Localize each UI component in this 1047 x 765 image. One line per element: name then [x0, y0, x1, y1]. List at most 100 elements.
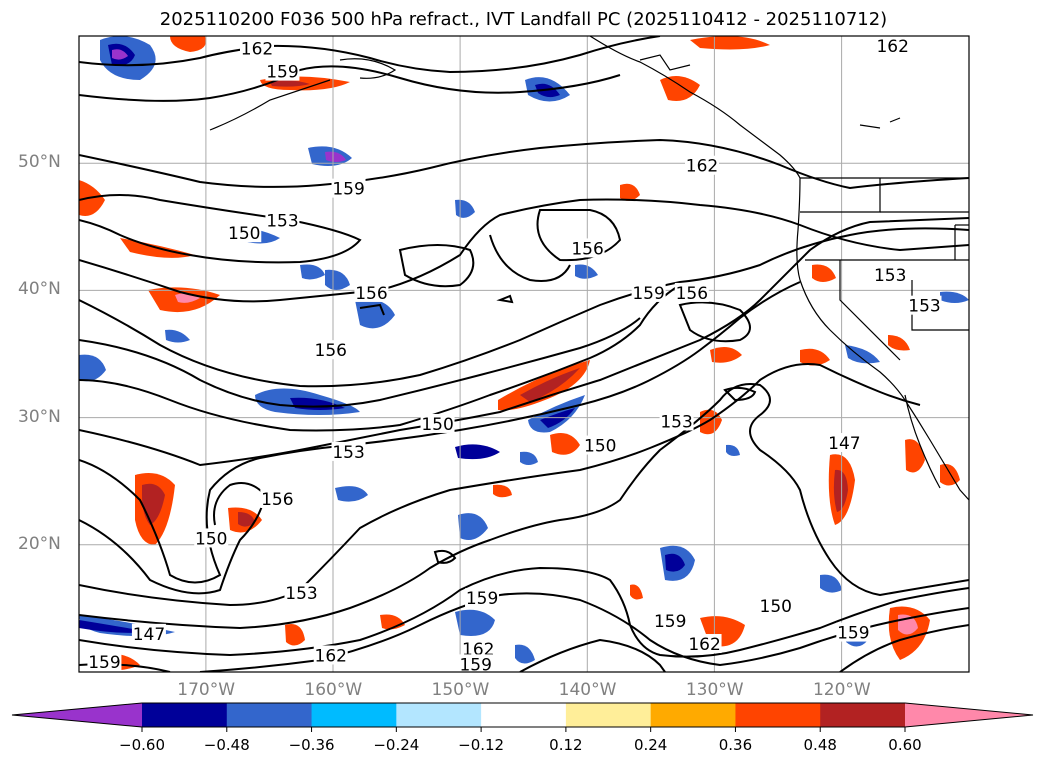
contour-label-bg: [758, 595, 793, 615]
colorbar-tick-label: 0.36: [718, 736, 753, 754]
contour-label: 153: [908, 297, 940, 317]
contour-label: 147: [828, 434, 860, 454]
anomaly-shading: [79, 36, 969, 671]
contour-label-bg: [420, 413, 455, 433]
lat-tick-label: 30°N: [18, 406, 61, 427]
colorbar-segment: [396, 703, 482, 727]
contour-label: 156: [676, 284, 708, 304]
contour-label: 153: [266, 211, 298, 231]
plot-title: 2025110200 F036 500 hPa refract., IVT La…: [159, 9, 888, 30]
contour-label-bg: [331, 178, 366, 198]
contour-label-bg: [827, 433, 862, 453]
contour-label: 156: [261, 490, 293, 510]
contour-label-bg: [685, 155, 719, 175]
contour-label: 156: [315, 341, 347, 361]
contour-label: 159: [88, 653, 120, 673]
contour-label: 153: [285, 584, 317, 604]
lat-tick-label: 50°N: [18, 152, 61, 173]
contour-label: 153: [332, 443, 364, 463]
contour-label-bg: [583, 435, 618, 455]
contour-label: 159: [466, 589, 498, 609]
contour-label-bg: [907, 295, 942, 315]
contour-label: 150: [584, 437, 616, 457]
lon-tick-label: 160°W: [304, 680, 363, 700]
contour-label: 162: [688, 635, 720, 655]
colorbar-tick-label: 0.60: [888, 736, 922, 754]
map-frame: [78, 35, 970, 673]
contour-label: 150: [228, 224, 260, 244]
contour-label: 162: [315, 646, 347, 666]
contour-label: 147: [133, 625, 165, 645]
colorbar-segment: [142, 703, 228, 727]
contour-label-bg: [131, 623, 166, 643]
contour-label-bg: [87, 651, 122, 671]
contour-label: 159: [654, 612, 686, 632]
contour-label-bg: [284, 583, 319, 603]
contour-label: 159: [632, 284, 664, 304]
colorbar-segment: [650, 703, 736, 727]
contour-label: 159: [459, 655, 491, 675]
contour-label-bg: [570, 238, 605, 258]
contour-label: 156: [571, 239, 603, 259]
contour-label-bg: [631, 282, 666, 302]
contour-label-bg: [461, 639, 496, 659]
lat-tick-label: 40°N: [18, 279, 61, 300]
contour-label-bg: [194, 528, 229, 548]
lat-tick-label: 20°N: [18, 533, 61, 554]
colorbar-segment: [481, 703, 567, 727]
colorbar-tick-label: 0.48: [803, 736, 837, 754]
contour-label: 162: [241, 40, 273, 60]
contour-label-bg: [265, 61, 300, 81]
lon-tick-label: 130°W: [685, 680, 744, 700]
contour-label-bg: [659, 411, 694, 431]
contour-label: 156: [355, 284, 387, 304]
colorbar-segment: [565, 703, 652, 727]
contour-label-bg: [313, 645, 348, 665]
contour-label-bg: [260, 489, 295, 509]
colorbar-segment: [226, 703, 313, 727]
contour-label: 159: [837, 624, 869, 644]
contour-label: 159: [332, 180, 364, 200]
contour-label-bg: [354, 282, 389, 302]
contour-label-bg: [653, 611, 688, 631]
colorbar-extend-low: [12, 703, 142, 727]
colorbar-tick-label: −0.36: [288, 736, 335, 754]
contour-label-bg: [313, 340, 348, 360]
lon-tick-label: 120°W: [812, 680, 871, 700]
contour-label-bg: [331, 441, 366, 461]
colorbar-segment: [311, 703, 397, 727]
contour-label: 150: [195, 529, 227, 549]
contour-label-bg: [465, 588, 500, 608]
lon-tick-label: 140°W: [558, 680, 617, 700]
colorbar-tick-label: 0.12: [549, 736, 583, 754]
contour-label: 162: [686, 157, 718, 177]
colorbar-segment: [735, 703, 821, 727]
contour-label-bg: [836, 622, 871, 642]
colorbar-tick-label: −0.48: [203, 736, 250, 754]
height-contours: [79, 36, 969, 672]
contour-label-bg: [873, 265, 908, 285]
contour-label-bg: [227, 223, 262, 243]
contour-label-bg: [875, 36, 910, 56]
lon-tick-label: 150°W: [431, 680, 490, 700]
contour-label-bg: [674, 282, 709, 302]
contour-label-bg: [265, 210, 300, 230]
colorbar: [11, 702, 1034, 732]
contour-label-bg: [687, 634, 722, 654]
contour-label: 150: [421, 415, 453, 435]
contour-label: 159: [266, 63, 298, 83]
contour-label: 162: [876, 37, 908, 57]
contour-label: 150: [760, 597, 792, 617]
ocean-background: [79, 36, 969, 672]
colorbar-tick-label: −0.24: [373, 736, 420, 754]
colorbar-tick-label: −0.12: [458, 736, 505, 754]
contour-label-bg: [240, 38, 274, 58]
colorbar-segment: [820, 703, 906, 727]
colorbar-tick-label: 0.24: [633, 736, 668, 754]
contour-label: 153: [874, 266, 906, 286]
contour-label-bg: [458, 654, 493, 672]
colorbar-extend-high: [905, 703, 1033, 727]
